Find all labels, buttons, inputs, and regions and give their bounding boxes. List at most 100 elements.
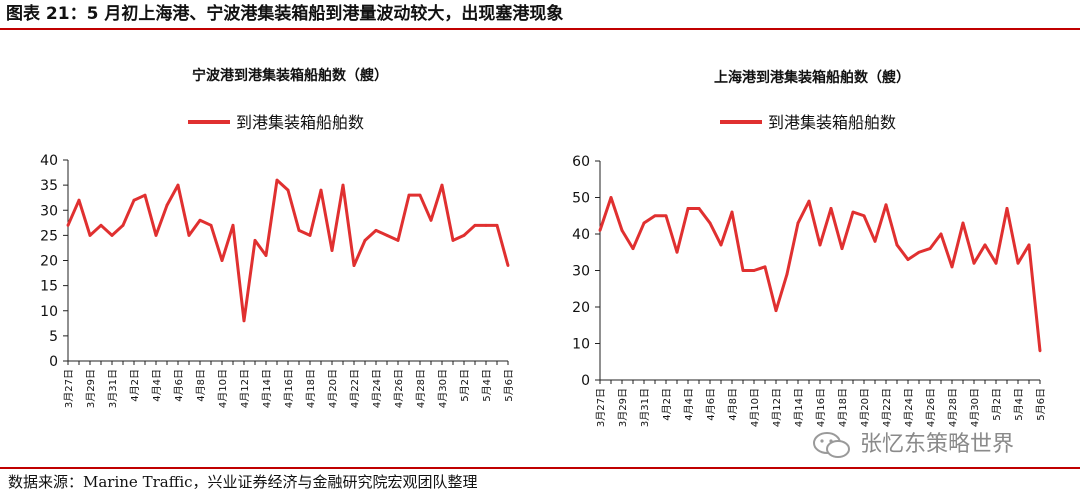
data-point bbox=[873, 239, 877, 243]
x-tick-label: 4月4日 bbox=[151, 369, 163, 402]
x-tick-label: 4月14日 bbox=[261, 369, 273, 408]
data-point bbox=[818, 243, 822, 247]
y-tick-label: 10 bbox=[40, 304, 58, 320]
data-point bbox=[352, 264, 356, 267]
data-point bbox=[88, 233, 92, 237]
x-tick-label: 3月29日 bbox=[85, 369, 97, 408]
data-point bbox=[77, 198, 81, 202]
data-point bbox=[994, 261, 998, 265]
data-point bbox=[66, 223, 70, 227]
data-point bbox=[385, 233, 389, 237]
y-tick-label: 20 bbox=[572, 300, 590, 316]
x-tick-label: 4月20日 bbox=[859, 388, 871, 427]
x-tick-label: 4月18日 bbox=[837, 388, 849, 427]
y-tick-label: 35 bbox=[40, 178, 58, 194]
data-point bbox=[950, 265, 954, 269]
data-point bbox=[884, 203, 888, 207]
data-point bbox=[862, 214, 866, 218]
data-point bbox=[642, 221, 646, 225]
x-tick-label: 4月26日 bbox=[925, 388, 937, 427]
x-tick-label: 4月16日 bbox=[815, 388, 827, 427]
data-point bbox=[972, 261, 976, 265]
shanghai-chart: 上海港到港集装箱船舶数（艘） 到港集装箱船舶数 0 10 20 30 40 50 60 3月2… bbox=[572, 69, 1047, 427]
data-point bbox=[176, 183, 180, 187]
x-tick-label: 5月6日 bbox=[1035, 388, 1047, 421]
x-tick-label: 4月8日 bbox=[727, 388, 739, 421]
data-point bbox=[774, 309, 778, 313]
plot-area: 0 5 10 15 20 25 30 35 40 3月27日 3月29日 3月31日 4月2日 4月4日 4… bbox=[40, 153, 515, 408]
data-point bbox=[928, 247, 932, 251]
x-tick-label: 4月12日 bbox=[239, 369, 251, 408]
x-tick-label: 4月30日 bbox=[437, 369, 449, 408]
data-point bbox=[231, 223, 235, 227]
data-point bbox=[363, 239, 367, 242]
x-tick-label: 4月30日 bbox=[969, 388, 981, 427]
data-point bbox=[495, 223, 499, 227]
data-point bbox=[407, 193, 411, 197]
data-point bbox=[209, 223, 213, 227]
data-point bbox=[154, 233, 158, 237]
data-point bbox=[451, 239, 455, 242]
source-note: 数据来源：Marine Traffic，兴业证券经济与金融研究院宏观团队整理 bbox=[8, 473, 478, 491]
legend-label: 到港集装箱船舶数 bbox=[236, 113, 364, 132]
data-point bbox=[609, 196, 613, 199]
data-point bbox=[620, 228, 624, 232]
x-tick-label: 4月24日 bbox=[371, 369, 383, 408]
data-point bbox=[763, 265, 767, 269]
data-point bbox=[708, 221, 712, 225]
data-point bbox=[917, 250, 921, 254]
figure-title: 图表 21：5 月初上海港、宁波港集装箱船到港量波动较大，出现塞港现象 bbox=[6, 4, 564, 24]
data-point bbox=[440, 183, 444, 187]
x-tick-label: 4月18日 bbox=[305, 369, 317, 408]
data-point bbox=[506, 264, 510, 267]
x-tick-label: 4月22日 bbox=[881, 388, 893, 427]
data-point bbox=[851, 210, 855, 214]
data-point bbox=[730, 210, 734, 214]
x-tick-label: 5月4日 bbox=[1013, 388, 1025, 421]
data-point bbox=[143, 193, 147, 197]
y-tick-label: 5 bbox=[49, 329, 58, 345]
x-tick-label: 4月28日 bbox=[947, 388, 959, 427]
y-tick-label: 50 bbox=[572, 191, 590, 207]
x-tick-label: 3月31日 bbox=[107, 369, 119, 408]
data-point bbox=[374, 228, 378, 232]
x-tick-label: 4月12日 bbox=[771, 388, 783, 427]
y-tick-label: 60 bbox=[572, 154, 590, 170]
chart-title: 宁波港到港集装箱船舶数（艘） bbox=[192, 67, 388, 84]
data-point bbox=[741, 269, 745, 272]
data-point bbox=[198, 218, 202, 222]
data-point bbox=[429, 218, 433, 222]
data-point bbox=[631, 247, 635, 251]
x-tick-label: 5月6日 bbox=[503, 369, 515, 402]
bottom-rule bbox=[0, 467, 1080, 469]
data-point bbox=[462, 233, 466, 237]
data-point bbox=[99, 223, 103, 227]
data-point bbox=[1016, 261, 1020, 265]
data-point bbox=[939, 232, 943, 236]
y-tick-label: 10 bbox=[572, 337, 590, 353]
data-point bbox=[675, 250, 679, 254]
y-tick-label: 30 bbox=[40, 203, 58, 219]
data-point bbox=[132, 198, 136, 202]
data-point bbox=[796, 221, 800, 225]
x-tick-label: 4月6日 bbox=[705, 388, 717, 421]
data-point bbox=[840, 247, 844, 251]
x-tick-label: 5月2日 bbox=[459, 369, 471, 402]
data-point bbox=[598, 228, 602, 232]
x-tick-label: 4月6日 bbox=[173, 369, 185, 402]
data-point bbox=[242, 319, 246, 323]
data-point bbox=[961, 221, 965, 225]
x-tick-label: 4月16日 bbox=[283, 369, 295, 408]
data-point bbox=[1038, 349, 1042, 353]
x-tick-label: 4月10日 bbox=[749, 388, 761, 427]
data-point bbox=[253, 239, 257, 242]
x-tick-label: 4月2日 bbox=[129, 369, 141, 402]
chat-bubble-icon bbox=[813, 432, 850, 458]
data-point bbox=[829, 207, 833, 210]
x-tick-label: 5月4日 bbox=[481, 369, 493, 402]
data-point bbox=[286, 188, 290, 192]
y-tick-label: 30 bbox=[572, 264, 590, 280]
data-point bbox=[1005, 207, 1009, 210]
data-point bbox=[653, 214, 657, 218]
y-tick-label: 40 bbox=[40, 153, 58, 169]
